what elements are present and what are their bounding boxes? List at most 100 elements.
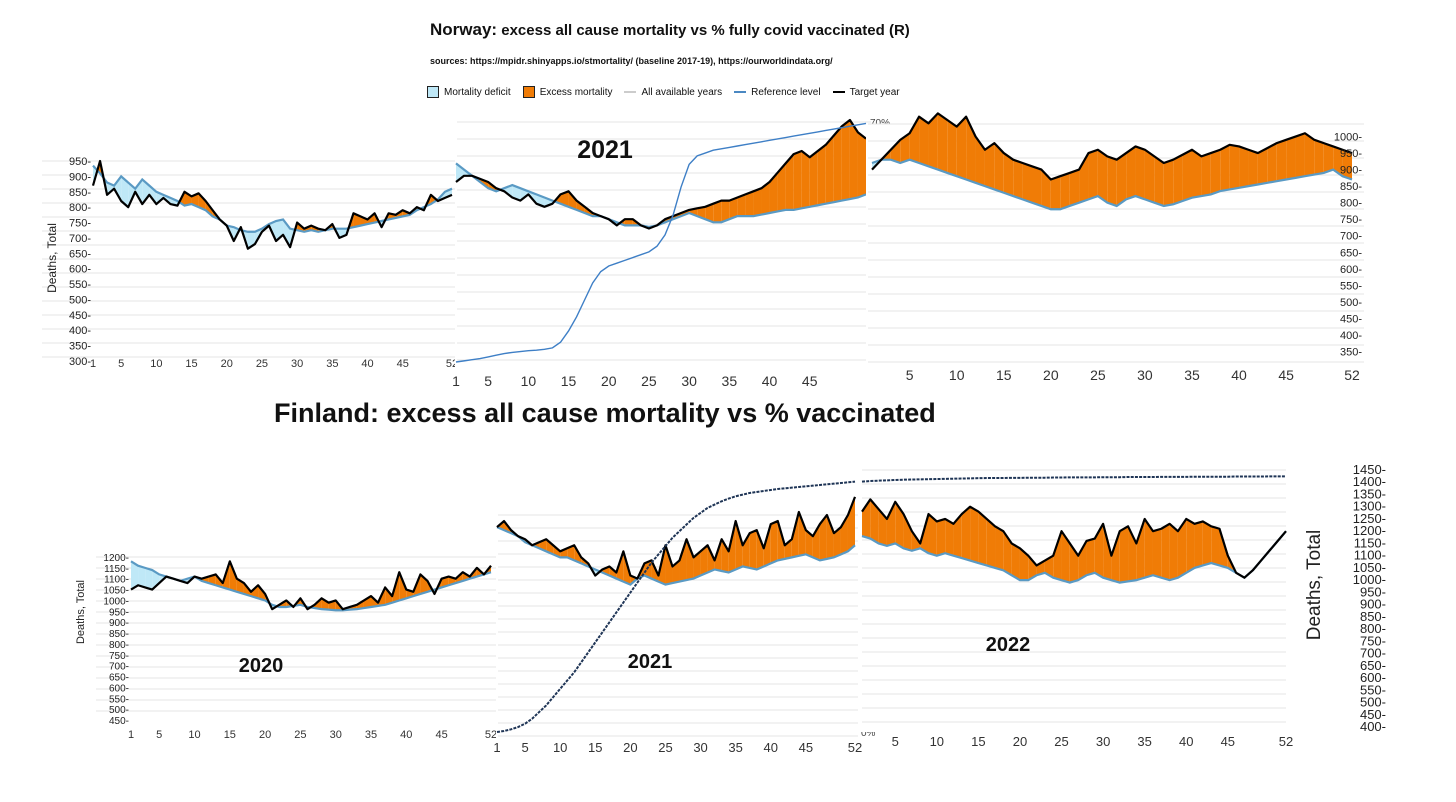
excess-mortality-area xyxy=(870,499,879,544)
panel-background xyxy=(94,540,502,740)
excess-mortality-area xyxy=(1276,139,1287,182)
x-tick-label: 52 xyxy=(848,740,862,755)
reference-level-line xyxy=(455,162,867,229)
legend-item-target-year: Target year xyxy=(832,87,900,98)
x-tick-label: 52 xyxy=(485,729,497,741)
excess-mortality-area xyxy=(953,514,962,559)
excess-mortality-area xyxy=(761,182,770,215)
excess-mortality-area xyxy=(1201,153,1211,197)
legend: Mortality deficit Excess mortality All a… xyxy=(427,84,900,100)
x-tick-label: 25 xyxy=(1090,367,1106,383)
x-tick-label: 20 xyxy=(601,373,617,389)
year-label: 2020 xyxy=(239,655,284,677)
x-tick-label: 30 xyxy=(291,358,303,370)
mortality-deficit-area xyxy=(512,185,521,201)
excess-mortality-area xyxy=(1186,518,1195,573)
excess-mortality-area xyxy=(624,219,633,226)
y-tick-label: 650- xyxy=(1360,658,1386,673)
excess-mortality-area xyxy=(707,545,715,573)
excess-mortality-area xyxy=(1267,143,1277,183)
x-tick-label: 15 xyxy=(588,740,602,755)
excess-mortality-area xyxy=(909,116,920,163)
target-year-line xyxy=(91,159,453,250)
excess-mortality-area xyxy=(1013,159,1023,200)
legend-swatch-excess xyxy=(522,86,535,98)
excess-mortality-area xyxy=(801,151,810,209)
y-axis-deaths: 350- 400- 450- 500- 550- 600- 650- 700- 750- 800-… xyxy=(1334,132,1362,359)
y-tick-label: 1000- xyxy=(1353,572,1386,587)
excess-mortality-area xyxy=(1086,538,1095,576)
year-label: 2021 xyxy=(628,651,673,673)
excess-mortality-area xyxy=(763,524,771,567)
excess-mortality-area xyxy=(567,545,575,561)
excess-mortality-area xyxy=(1069,169,1080,206)
legend-label-excess: Excess mortality xyxy=(539,86,613,98)
y-tick-label: 1050- xyxy=(1353,560,1386,575)
excess-mortality-area xyxy=(1119,526,1129,583)
y-tick-label: 350- xyxy=(69,341,91,353)
excess-mortality-area xyxy=(886,501,896,546)
y-axis-title: Deaths, Total xyxy=(75,580,87,644)
x-tick-label: 25 xyxy=(641,373,657,389)
excess-mortality-area xyxy=(1182,149,1192,202)
x-tick-label: 1 xyxy=(90,358,96,370)
excess-mortality-area xyxy=(1248,149,1258,187)
x-tick-label: 35 xyxy=(326,358,338,370)
y-tick-label: 1200- xyxy=(103,553,129,564)
excess-mortality-area xyxy=(1019,548,1029,581)
y-tick-label: 600- xyxy=(1340,264,1362,276)
vaccination-line xyxy=(496,480,856,733)
excess-mortality-area xyxy=(900,133,910,163)
x-tick-label: 30 xyxy=(681,373,697,389)
vaccination-line xyxy=(861,475,1286,483)
y-tick-label: 1300- xyxy=(1353,499,1386,514)
y-axis-deaths: 300- 350- 400- 450- 500- 550- 600- 650- 700- 750-… xyxy=(69,156,91,368)
excess-mortality-area xyxy=(1053,531,1062,581)
excess-mortality-area xyxy=(1041,169,1051,210)
panel-grid xyxy=(868,123,1364,363)
x-tick-label: 52 xyxy=(1279,734,1293,749)
excess-mortality-area xyxy=(1050,176,1061,210)
y-tick-label: 500- xyxy=(109,705,129,716)
excess-mortality-area xyxy=(1126,146,1136,200)
y-tick-label: 450- xyxy=(1360,707,1386,722)
excess-mortality-area xyxy=(737,194,746,217)
x-tick-label: 20 xyxy=(623,740,637,755)
excess-mortality-area xyxy=(721,539,729,573)
x-tick-label: 10 xyxy=(930,734,944,749)
y-tick-label: 300- xyxy=(69,356,91,368)
excess-mortality-area xyxy=(833,126,842,203)
x-tick-label: 45 xyxy=(397,358,409,370)
x-tick-label: 15 xyxy=(185,358,197,370)
y-tick-label: 400- xyxy=(1360,719,1386,734)
y-tick-label: 700- xyxy=(1360,646,1386,661)
y-tick-label: 550- xyxy=(1360,682,1386,697)
excess-mortality-area xyxy=(321,598,329,610)
x-tick-label: 30 xyxy=(1096,734,1110,749)
excess-mortality-area xyxy=(1314,139,1324,175)
excess-mortality-area xyxy=(1257,148,1268,185)
excess-mortality-area xyxy=(769,172,778,213)
excess-mortality-area xyxy=(812,524,820,561)
y-tick-label: 1250- xyxy=(1353,511,1386,526)
y-tick-label: 1150- xyxy=(104,564,129,575)
reference-level-line xyxy=(861,530,1287,584)
x-tick-label: 40 xyxy=(762,373,778,389)
y-tick-label: 950- xyxy=(69,156,91,168)
excess-mortality-area xyxy=(1194,521,1203,568)
excess-mortality-area xyxy=(251,585,259,599)
x-tick-label: 5 xyxy=(484,373,492,389)
excess-mortality-area xyxy=(785,154,794,210)
x-axis-weeks: 1 5 10 15 20 25 30 35 40 45 52 xyxy=(90,358,458,370)
reference-level-line xyxy=(871,158,1353,211)
y-tick-label: 800- xyxy=(109,640,129,651)
y-tick-label: 400- xyxy=(69,325,91,337)
x-tick-label: 40 xyxy=(400,729,412,741)
y-tick-label: 1050- xyxy=(103,586,129,597)
excess-mortality-area xyxy=(1028,555,1037,581)
excess-mortality-area xyxy=(1202,521,1212,566)
excess-mortality-area xyxy=(817,144,826,206)
x-tick-label: 30 xyxy=(693,740,707,755)
excess-mortality-area xyxy=(756,530,764,570)
excess-mortality-area xyxy=(1342,149,1352,180)
